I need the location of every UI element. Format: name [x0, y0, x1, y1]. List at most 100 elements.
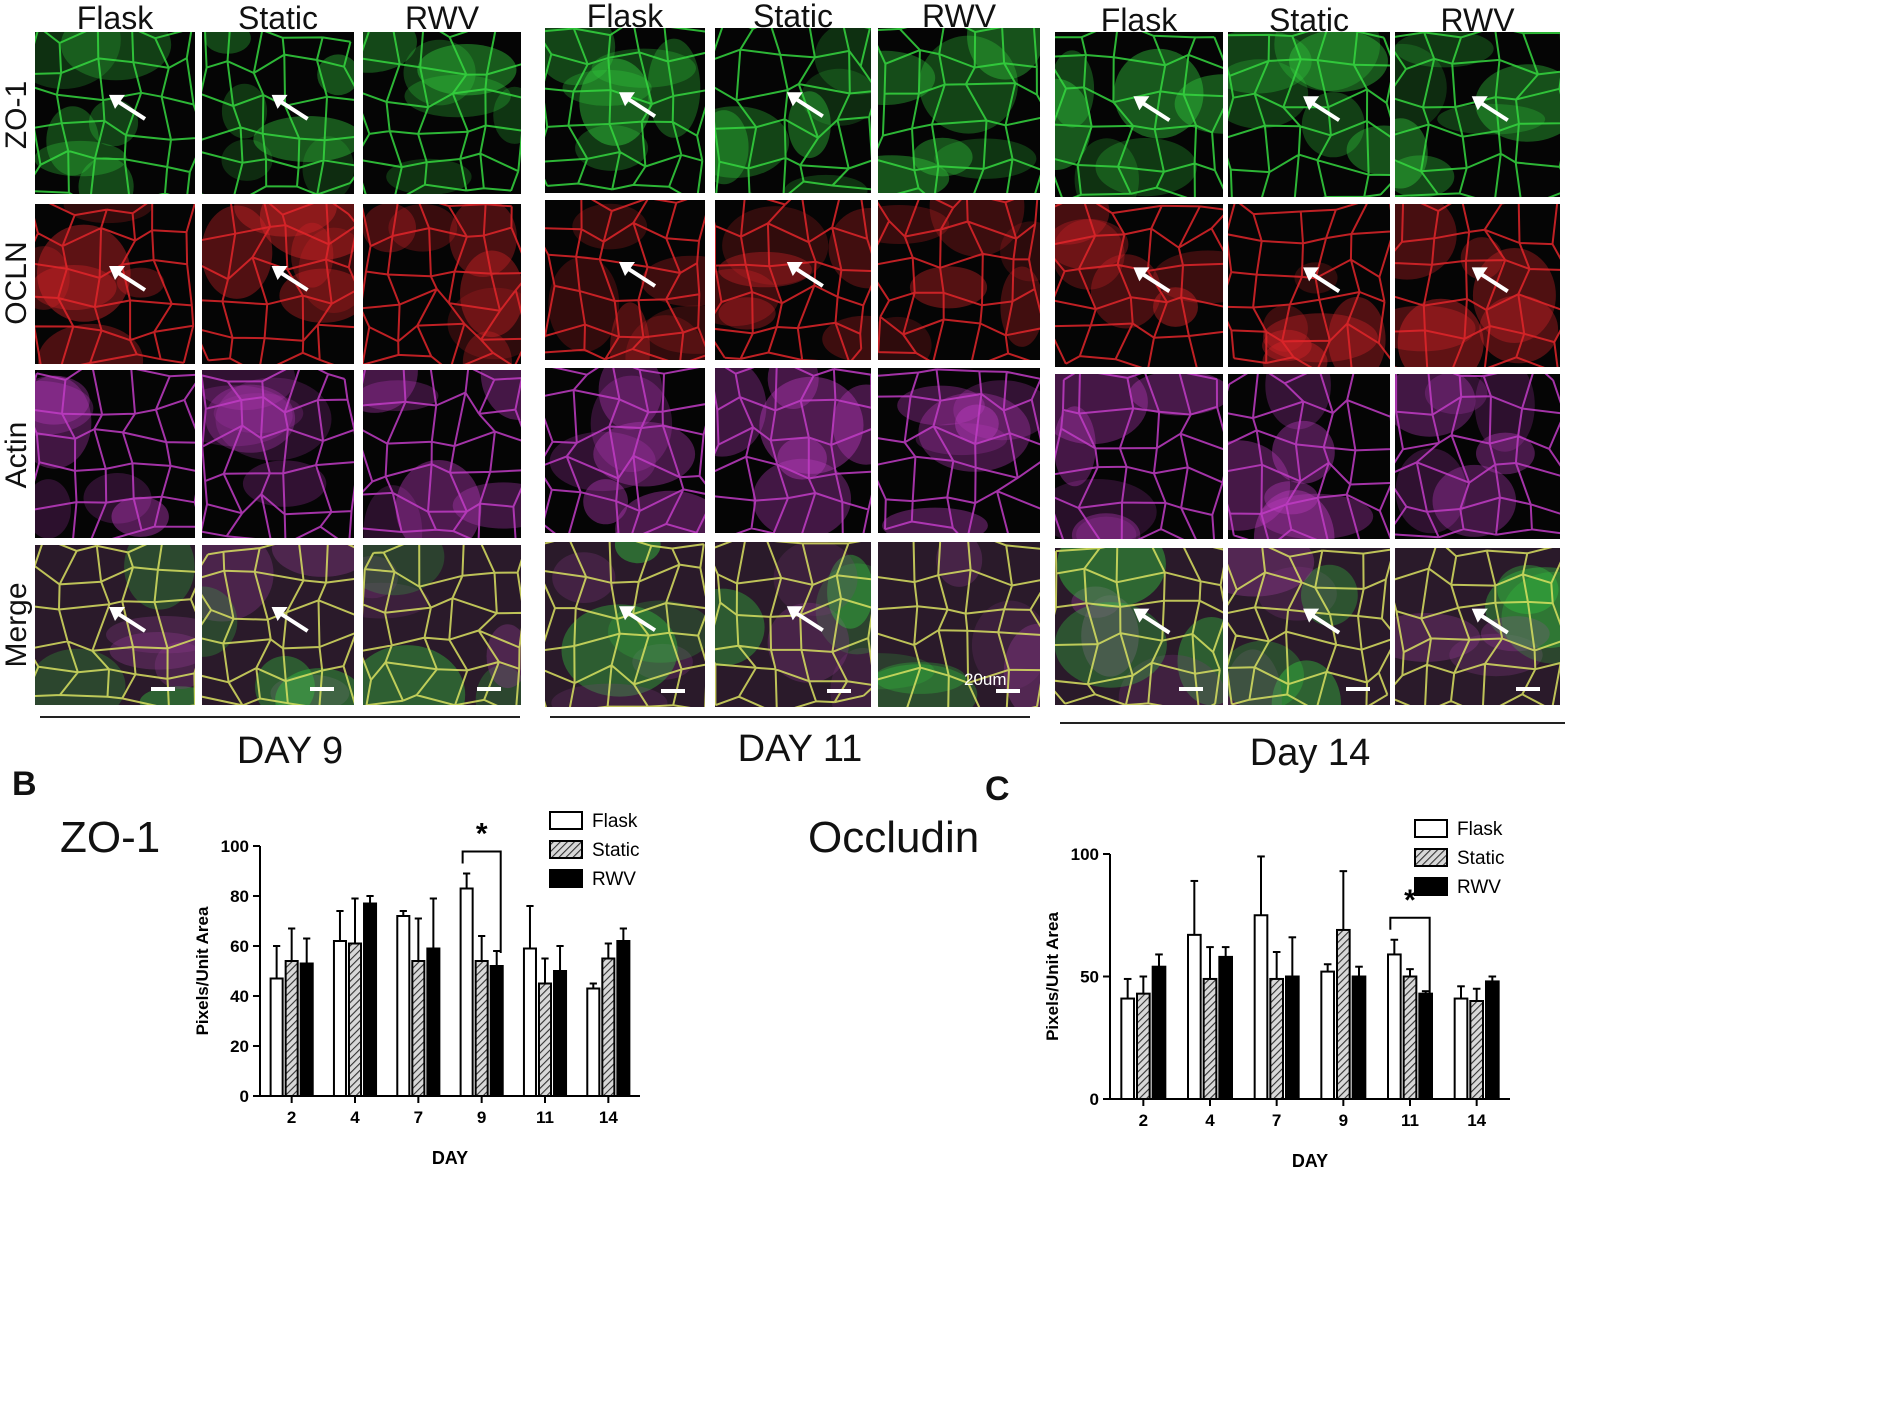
group-label-day11: DAY 11 — [737, 728, 863, 770]
scale-bar — [1179, 687, 1203, 691]
ocln-bar-rwv-day14 — [1485, 980, 1500, 1100]
pointer-arrow-icon — [109, 266, 147, 292]
zo1-bar-flask-day7 — [396, 915, 411, 1097]
scale-bar — [996, 689, 1020, 693]
zo1-bar-rwv-day9 — [489, 965, 504, 1097]
pointer-arrow-icon — [619, 262, 657, 288]
ocln-bar-rwv-day7 — [1285, 975, 1300, 1100]
zo1-y-tick-label: 40 — [230, 987, 249, 1006]
zo1-y-tick-label: 100 — [221, 837, 249, 856]
ocln-bar-rwv-day9 — [1351, 975, 1367, 1100]
zo1-x-tick-label: 14 — [599, 1108, 618, 1127]
micrograph-day14-actin-static — [1228, 374, 1390, 539]
ocln-y-tick-label: 100 — [1071, 845, 1099, 864]
ocln-legend-swatch-static — [1414, 848, 1448, 867]
zo1-y-tick-label: 20 — [230, 1037, 249, 1056]
ocln-y-tick-label: 0 — [1090, 1090, 1099, 1109]
zo1-bar-flask-day11 — [522, 947, 537, 1097]
micrograph-day9-zo1-rwv — [363, 32, 521, 194]
zo1-bar-flask-day2 — [269, 977, 284, 1097]
zo1-x-tick-label: 4 — [350, 1108, 360, 1127]
pointer-arrow-icon — [619, 92, 657, 118]
scale-bar — [310, 687, 334, 691]
ocln-legend-label-flask: Flask — [1457, 819, 1503, 840]
ocln-legend-swatch-flask — [1414, 819, 1448, 838]
zo1-bar-static-day11 — [537, 982, 553, 1097]
zo1-legend-swatch-static — [549, 840, 583, 859]
scale-bar-label: 20um — [964, 670, 1007, 689]
zo1-y-tick-label: 80 — [230, 887, 249, 906]
zo1-bar-static-day7 — [411, 960, 426, 1097]
zo1-significance-label: * — [476, 818, 488, 851]
pointer-arrow-icon — [1133, 608, 1171, 635]
pointer-arrow-icon — [786, 262, 824, 288]
zo1-legend-label-flask: Flask — [592, 811, 638, 832]
zo1-x-tick-label: 9 — [477, 1108, 486, 1127]
micrograph-day11-actin-static — [715, 368, 871, 533]
zo1-bar-flask-day4 — [332, 940, 347, 1097]
micrograph-day14-merge-static — [1228, 548, 1390, 705]
micrograph-day9-actin-rwv — [363, 370, 521, 538]
pointer-arrow-icon — [1471, 96, 1509, 122]
micrograph-day14-actin-flask — [1055, 374, 1223, 539]
group-label-day14: Day 14 — [1249, 732, 1371, 774]
column-label-flask: Flask — [76, 0, 154, 36]
pointer-arrow-icon — [271, 607, 309, 633]
scale-bar — [477, 687, 501, 691]
ocln-y-axis-label: Pixels/Unit Area — [1043, 912, 1062, 1041]
micrograph-day9-zo1-flask — [35, 32, 195, 194]
pointer-arrow-icon — [1303, 608, 1341, 635]
pointer-arrow-icon — [1133, 267, 1171, 294]
zo1-bar-flask-day9 — [459, 887, 474, 1097]
ocln-bar-static-day11 — [1402, 975, 1418, 1100]
zo1-y-axis-label: Pixels/Unit Area — [193, 906, 212, 1035]
micrograph-day11-ocln-static — [715, 200, 871, 360]
micrograph-day14-merge-flask — [1055, 548, 1223, 705]
pointer-arrow-icon — [1471, 608, 1509, 635]
pointer-arrow-icon — [109, 607, 147, 633]
occludin-bar-chart: 0 50 100 Pixels/Unit Area 2 4 7 9 11 14 DAY * Flask S… — [1043, 819, 1510, 1171]
zo1-bar-rwv-day4 — [363, 902, 378, 1097]
zo1-x-tick-label: 7 — [414, 1108, 423, 1127]
micrograph-day11-actin-flask — [545, 368, 705, 533]
zo1-legend-swatch-flask — [549, 811, 583, 830]
ocln-bar-rwv-day2 — [1151, 965, 1167, 1100]
ocln-significance-bracket — [1389, 916, 1431, 994]
pointer-arrow-icon — [271, 94, 309, 121]
micrograph-day11-merge-rwv: 20um — [878, 542, 1040, 707]
zo1-legend-swatch-rwv — [549, 869, 583, 888]
scale-bar — [151, 687, 175, 691]
zo1-bar-rwv-day2 — [299, 962, 314, 1097]
ocln-significance-label: * — [1404, 884, 1416, 917]
ocln-bar-flask-day9 — [1320, 970, 1336, 1101]
panel-c-letter: C — [985, 770, 1010, 808]
ocln-bar-flask-day14 — [1453, 997, 1469, 1100]
ocln-bar-rwv-day11 — [1418, 992, 1434, 1100]
ocln-x-tick-label: 14 — [1467, 1111, 1486, 1130]
zo1-legend-label-rwv: RWV — [592, 869, 636, 890]
panel-b-letter: B — [12, 765, 37, 803]
micrograph-day14-merge-rwv — [1395, 548, 1560, 705]
micrograph-day11-actin-rwv — [878, 368, 1040, 533]
zo1-x-axis-label: DAY — [432, 1148, 468, 1168]
ocln-y-tick-label: 50 — [1080, 968, 1099, 987]
micrograph-day9-ocln-flask — [35, 204, 195, 364]
row-label-merge: Merge — [0, 582, 33, 668]
zo1-significance-bracket — [461, 850, 502, 953]
ocln-bar-static-day9 — [1336, 928, 1351, 1100]
group-label-day9: DAY 9 — [236, 730, 344, 772]
zo1-bar-flask-day14 — [586, 987, 601, 1097]
micrograph-day11-zo1-flask — [545, 28, 705, 193]
micrograph-day14-zo1-rwv — [1395, 32, 1560, 197]
micrograph-day11-zo1-rwv — [878, 28, 1040, 193]
micrograph-day14-ocln-static — [1228, 204, 1390, 367]
micrograph-day11-merge-flask — [545, 542, 705, 707]
ocln-bar-rwv-day4 — [1218, 955, 1233, 1100]
zo1-bar-rwv-day11 — [553, 970, 568, 1097]
ocln-bar-flask-day7 — [1253, 914, 1269, 1100]
pointer-arrow-icon — [109, 94, 147, 121]
zo1-legend-label-static: Static — [592, 840, 640, 861]
scale-bar — [661, 689, 685, 693]
pointer-arrow-icon — [1303, 96, 1341, 122]
panel-b-title: ZO-1 — [60, 813, 161, 862]
